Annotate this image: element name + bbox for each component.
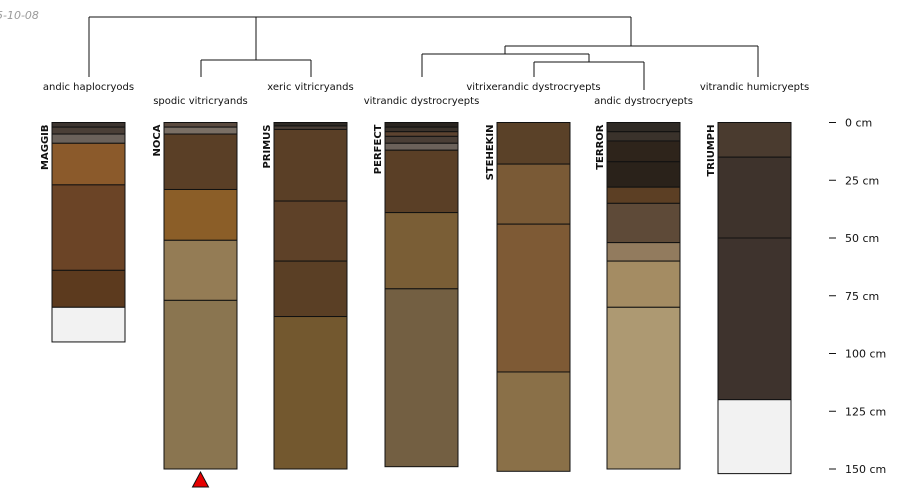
depth-tick-label-5: 125 cm (845, 405, 886, 418)
horizon-noca-3 (163, 188, 238, 241)
horizon-stehekin-3 (496, 371, 571, 472)
horizon-perfect-5 (384, 149, 459, 214)
profile-triumph: vitrandic humicryepts TRIUMPH (700, 82, 809, 475)
profile-terror: andic dystrocryepts TERROR (594, 96, 693, 470)
profile-stehekin: vitrixerandic dystrocryepts STEHEKIN (466, 82, 601, 472)
depth-tick-label-6: 150 cm (845, 463, 886, 476)
taxon-label-noca: spodic vitricryands (153, 96, 248, 107)
horizon-perfect-1 (384, 126, 459, 133)
horizon-terror-7 (606, 260, 681, 308)
depth-tick-label-2: 50 cm (845, 232, 879, 245)
horizon-primus-1 (273, 125, 348, 130)
profile-primus: xeric vitricryands PRIMUS (262, 82, 354, 470)
truncation-marker-noca (191, 470, 210, 488)
horizon-terror-8 (606, 306, 681, 470)
profiles-group: OeOaEBs1Bs22BCROeEBw1Bw22BC2COiOeBw1Bw22… (40, 82, 809, 488)
horizon-noca-0 (163, 122, 238, 128)
horizon-primus-5 (273, 316, 348, 470)
horizon-perfect-7 (384, 288, 459, 468)
depth-axis: 0 cm 25 cm 50 cm 75 cm 100 cm 125 cm 150 cm (829, 117, 886, 476)
taxon-label-primus: xeric vitricryands (267, 82, 353, 93)
depth-tick-label-3: 75 cm (845, 290, 879, 303)
horizon-perfect-6 (384, 212, 459, 290)
horizon-triumph-1 (717, 156, 792, 239)
taxon-label-maggib: andic haplocryods (43, 82, 134, 93)
horizon-perfect-0 (384, 122, 459, 128)
horizon-terror-5 (606, 202, 681, 244)
profile-name-triumph: TRIUMPH (706, 125, 717, 177)
horizon-terror-6 (606, 242, 681, 262)
horizon-noca-4 (163, 239, 238, 301)
horizon-noca-5 (163, 299, 238, 470)
profile-name-perfect: PERFECT (373, 124, 384, 174)
horizon-primus-3 (273, 200, 348, 262)
depth-tick-label-1: 25 cm (845, 174, 879, 187)
horizon-maggib-4 (51, 184, 126, 271)
horizon-maggib-3 (51, 142, 126, 186)
profile-name-terror: TERROR (595, 124, 606, 170)
horizon-noca-1 (163, 126, 238, 135)
horizon-maggib-1 (51, 126, 126, 135)
horizon-maggib-0 (51, 122, 126, 128)
profile-perfect: vitrandic dystrocryepts PERFECT (364, 96, 480, 468)
profile-noca: spodic vitricryands NOCA (152, 96, 248, 488)
horizon-primus-0 (273, 122, 348, 127)
profile-name-stehekin: STEHEKIN (485, 125, 496, 181)
horizon-stehekin-1 (496, 163, 571, 225)
horizon-stehekin-2 (496, 223, 571, 373)
horizon-maggib-2 (51, 133, 126, 144)
taxon-label-triumph: vitrandic humicryepts (700, 82, 809, 93)
horizon-terror-3 (606, 161, 681, 188)
horizon-perfect-4 (384, 142, 459, 151)
horizon-maggib-6 (51, 306, 126, 343)
corner-label: 5-10-08 (0, 9, 39, 22)
horizon-maggib-5 (51, 269, 126, 308)
horizon-triumph-3 (717, 399, 792, 475)
taxon-label-terror: andic dystrocryepts (594, 96, 693, 107)
horizon-triumph-2 (717, 237, 792, 401)
horizon-terror-4 (606, 186, 681, 204)
profile-name-noca: NOCA (152, 124, 163, 156)
depth-tick-label-4: 100 cm (845, 348, 886, 361)
horizon-terror-2 (606, 140, 681, 163)
horizon-primus-4 (273, 260, 348, 318)
horizon-noca-2 (163, 133, 238, 190)
depth-tick-label-0: 0 cm (845, 117, 872, 130)
dendrogram (88, 16, 759, 90)
horizon-perfect-2 (384, 131, 459, 137)
taxon-label-perfect: vitrandic dystrocryepts (364, 96, 480, 107)
profile-maggib: andic haplocryods MAGGIB (40, 82, 134, 343)
horizon-stehekin-0 (496, 122, 571, 165)
horizon-primus-2 (273, 128, 348, 202)
horizon-triumph-0 (717, 122, 792, 158)
horizon-terror-0 (606, 122, 681, 133)
horizon-perfect-3 (384, 135, 459, 144)
taxon-label-stehekin: vitrixerandic dystrocryepts (466, 82, 600, 93)
horizon-terror-1 (606, 131, 681, 142)
profile-name-primus: PRIMUS (262, 125, 273, 169)
profile-name-maggib: MAGGIB (40, 125, 51, 170)
